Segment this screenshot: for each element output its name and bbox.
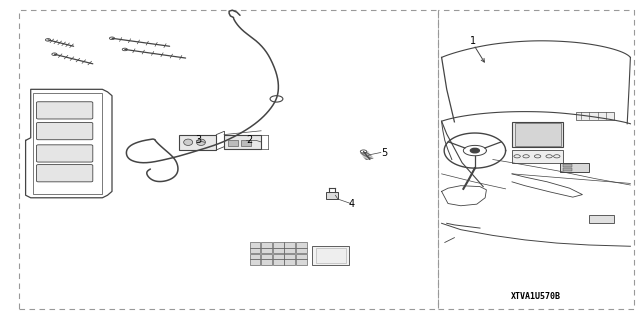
Bar [438, 10, 634, 309]
Bar [316, 248, 346, 263]
Bar [250, 242, 260, 248]
Bar [261, 248, 272, 253]
Bar [512, 122, 563, 147]
Bar [179, 135, 216, 150]
Bar [273, 254, 284, 259]
Bar [576, 112, 614, 120]
Bar [296, 248, 307, 253]
Bar [296, 254, 307, 259]
Bar [296, 242, 307, 248]
Bar [250, 259, 260, 265]
Bar [224, 135, 261, 149]
Circle shape [470, 148, 479, 153]
Bar [241, 140, 251, 146]
Bar [284, 242, 295, 248]
FancyBboxPatch shape [36, 165, 93, 182]
Bar [273, 242, 284, 248]
Ellipse shape [196, 139, 205, 145]
Bar [33, 93, 102, 194]
Text: 2: 2 [246, 135, 253, 145]
Bar [261, 242, 272, 248]
FancyBboxPatch shape [36, 122, 93, 140]
Bar [296, 259, 307, 265]
Bar [560, 163, 589, 172]
Bar [273, 248, 284, 253]
Text: 4: 4 [349, 199, 355, 209]
Text: XTVA1U570B: XTVA1U570B [511, 293, 561, 301]
Bar [273, 259, 284, 265]
FancyBboxPatch shape [36, 145, 93, 162]
Bar [261, 254, 272, 259]
Bar [19, 10, 438, 309]
Bar [312, 246, 349, 265]
Bar [250, 254, 260, 259]
Bar [515, 123, 561, 146]
Bar [284, 248, 295, 253]
Bar [563, 168, 572, 171]
Text: 1: 1 [470, 36, 477, 47]
Bar [512, 150, 563, 163]
Bar [563, 164, 572, 167]
Bar [261, 259, 272, 265]
Bar [228, 140, 238, 146]
Bar [284, 254, 295, 259]
Bar [250, 248, 260, 253]
Text: 3: 3 [195, 135, 202, 145]
Bar [326, 192, 338, 199]
FancyBboxPatch shape [36, 102, 93, 119]
Ellipse shape [184, 139, 193, 145]
Bar [589, 215, 614, 223]
Text: 5: 5 [381, 148, 387, 158]
Bar [284, 259, 295, 265]
